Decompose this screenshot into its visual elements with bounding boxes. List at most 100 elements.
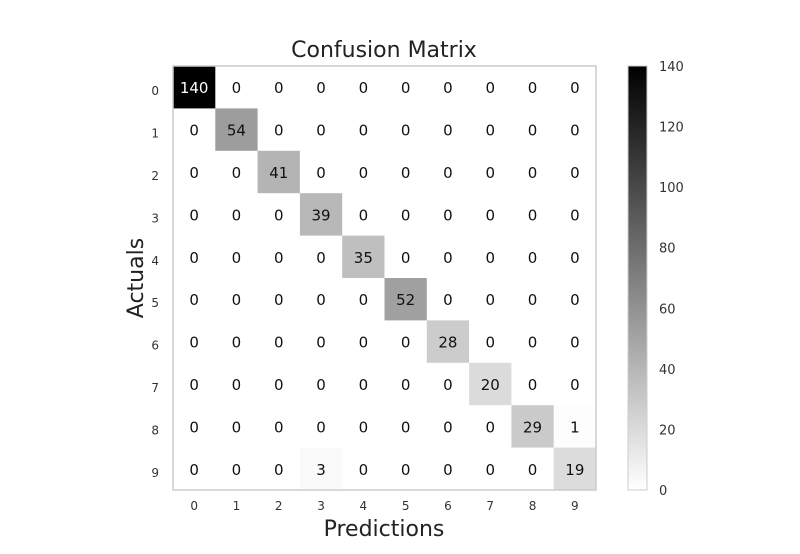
cell-value-label: 0 <box>485 79 495 97</box>
heatmap-cell <box>257 108 301 152</box>
cell-value-label: 0 <box>189 164 199 182</box>
cell-value-label: 0 <box>274 461 284 479</box>
cell-value-label: 54 <box>227 122 246 140</box>
heatmap-cell <box>173 447 216 491</box>
cell-value-label: 0 <box>485 418 495 436</box>
cell-value-label: 0 <box>485 334 495 352</box>
heatmap-cell <box>426 320 470 364</box>
cell-value-label: 0 <box>232 206 242 224</box>
heatmap-cell <box>215 235 259 279</box>
cell-value-label: 0 <box>485 249 495 267</box>
heatmap-cell <box>342 447 385 491</box>
cell-value-label: 0 <box>443 291 453 309</box>
cell-value-label: 0 <box>528 291 538 309</box>
cell-value-label: 0 <box>443 206 453 224</box>
cell-value-label: 0 <box>443 164 453 182</box>
heatmap-cell <box>384 108 428 152</box>
y-tick-label: 4 <box>151 254 159 268</box>
cell-value-label: 0 <box>443 461 453 479</box>
heatmap-cell <box>257 66 301 109</box>
heatmap-cell <box>299 150 343 194</box>
cell-value-label: 0 <box>485 461 495 479</box>
cell-value-label: 0 <box>528 334 538 352</box>
heatmap-cell <box>215 278 259 321</box>
cell-value-label: 0 <box>189 376 199 394</box>
heatmap-cell <box>257 447 301 491</box>
heatmap-cell <box>299 405 343 449</box>
heatmap-cell <box>511 362 555 406</box>
x-tick-label: 8 <box>529 499 537 513</box>
heatmap-cell <box>257 193 301 237</box>
heatmap-cell <box>299 447 343 491</box>
heatmap-cell <box>215 108 259 152</box>
x-tick-label: 5 <box>402 499 410 513</box>
x-tick-label: 3 <box>317 499 325 513</box>
cell-value-label: 19 <box>565 461 584 479</box>
colorbar-tick-label: 140 <box>659 60 684 75</box>
cell-value-label: 0 <box>528 122 538 140</box>
heatmap-cell <box>215 447 259 491</box>
heatmap-cell <box>173 320 216 364</box>
colorbar-tick-label: 20 <box>659 423 676 438</box>
cell-value-label: 0 <box>189 461 199 479</box>
heatmap-cell <box>215 362 259 406</box>
heatmap-cell <box>426 405 470 449</box>
heatmap-cell <box>426 362 470 406</box>
cell-value-label: 0 <box>316 79 326 97</box>
cell-value-label: 29 <box>523 418 542 436</box>
heatmap-cell <box>299 235 343 279</box>
cell-value-label: 0 <box>232 249 242 267</box>
cell-value-label: 0 <box>570 334 580 352</box>
cell-value-label: 0 <box>528 249 538 267</box>
cell-value-label: 0 <box>443 79 453 97</box>
heatmap-cell <box>426 278 470 321</box>
y-tick-label: 1 <box>151 127 159 141</box>
heatmap-cell <box>511 447 555 491</box>
cell-value-label: 0 <box>232 334 242 352</box>
cell-value-label: 0 <box>359 122 369 140</box>
colorbar-tick-label: 60 <box>659 302 676 317</box>
heatmap-cell <box>384 447 428 491</box>
heatmap-cell <box>384 320 428 364</box>
cell-value-label: 20 <box>481 376 500 394</box>
heatmap-cell <box>215 320 259 364</box>
cell-value-label: 0 <box>189 334 199 352</box>
cell-value-label: 0 <box>359 418 369 436</box>
heatmap-cell <box>469 108 512 152</box>
heatmap-cell <box>511 66 555 109</box>
heatmap-cell <box>553 193 597 237</box>
cell-value-label: 0 <box>570 164 580 182</box>
heatmap-cell <box>215 405 259 449</box>
heatmap-cell <box>299 193 343 237</box>
heatmap-cell <box>215 150 259 194</box>
x-tick-labels: 0 1 2 3 4 5 6 7 8 9 <box>190 499 578 513</box>
colorbar-tick-label: 80 <box>659 242 676 257</box>
cell-value-label: 0 <box>570 249 580 267</box>
x-tick-label: 0 <box>190 499 198 513</box>
heatmap-cell <box>511 320 555 364</box>
cell-value-label: 0 <box>359 376 369 394</box>
cell-value-label: 0 <box>316 249 326 267</box>
heatmap-cell <box>173 193 216 237</box>
cell-value-label: 0 <box>232 461 242 479</box>
heatmap-cell <box>553 108 597 152</box>
cell-value-label: 0 <box>316 418 326 436</box>
cell-value-label: 0 <box>570 376 580 394</box>
heatmap-cell <box>553 66 597 109</box>
cell-value-label: 0 <box>316 376 326 394</box>
cell-value-label: 41 <box>269 164 288 182</box>
cell-value-label: 1 <box>570 418 580 436</box>
cell-value-label: 0 <box>316 164 326 182</box>
cell-value-label: 0 <box>401 334 411 352</box>
heatmap-cell <box>426 235 470 279</box>
cell-value-label: 0 <box>359 164 369 182</box>
cell-value-label: 0 <box>274 334 284 352</box>
colorbar <box>627 65 648 491</box>
y-axis-label: Actuals <box>124 238 149 318</box>
cell-value-label: 0 <box>401 418 411 436</box>
cell-value-label: 0 <box>316 291 326 309</box>
heatmap-cell <box>173 278 216 321</box>
cell-value-label: 0 <box>528 79 538 97</box>
heatmap-cell <box>469 320 512 364</box>
